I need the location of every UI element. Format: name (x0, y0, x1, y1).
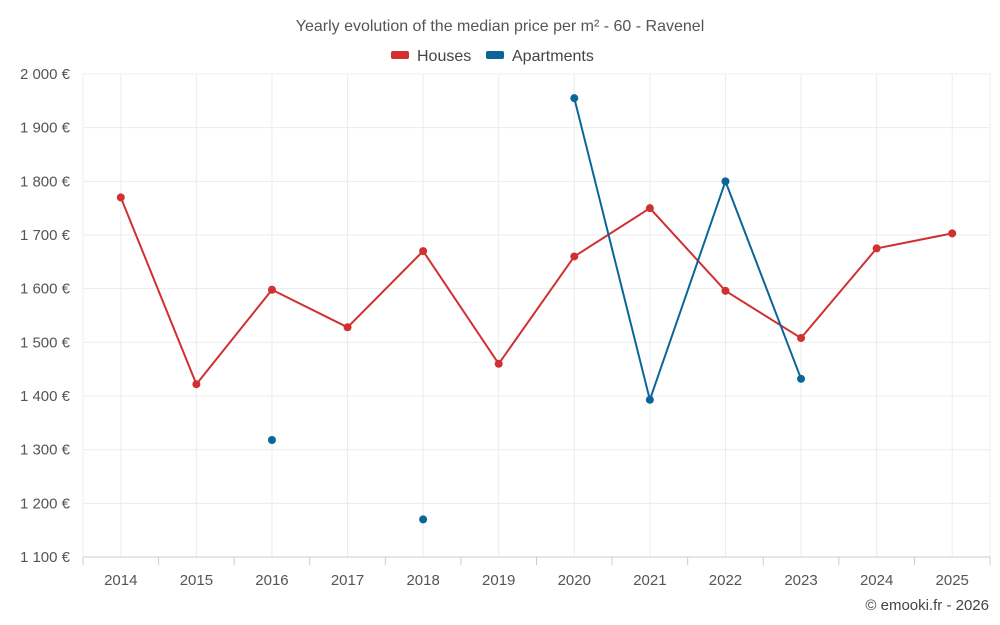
y-tick-label: 1 100 € (20, 549, 71, 566)
x-tick-label: 2015 (180, 572, 213, 589)
y-tick-label: 1 500 € (20, 334, 71, 351)
data-point-apartments[interactable] (570, 94, 579, 103)
x-tick-label: 2014 (104, 572, 137, 589)
x-tick-label: 2020 (558, 572, 591, 589)
y-axis: 1 100 € 1 200 € 1 300 € 1 400 € 1 500 € 1 600… (20, 66, 71, 566)
data-point-apartments[interactable] (419, 515, 428, 524)
data-point-houses[interactable] (721, 286, 730, 295)
data-point-houses[interactable] (645, 204, 654, 213)
series (116, 94, 957, 524)
y-tick-label: 1 800 € (20, 173, 71, 190)
x-tick-label: 2022 (709, 572, 742, 589)
data-point-houses[interactable] (872, 244, 881, 253)
legend-label-apartments[interactable]: Apartments (512, 48, 594, 65)
series-line-apartments (573, 97, 802, 401)
x-tick-label: 2024 (860, 572, 893, 589)
y-tick-label: 1 600 € (20, 281, 71, 298)
data-point-apartments[interactable] (797, 374, 806, 383)
data-point-houses[interactable] (570, 252, 579, 261)
series-line-houses (119, 197, 953, 386)
legend-swatch-houses[interactable] (391, 51, 409, 59)
x-tick-label: 2019 (482, 572, 515, 589)
y-tick-label: 1 700 € (20, 227, 71, 244)
y-tick-label: 2 000 € (20, 66, 71, 83)
data-point-houses[interactable] (267, 285, 276, 294)
x-tick-label: 2023 (784, 572, 817, 589)
x-axis: 2014 2015 2016 2017 2018 2019 2020 2021 2022 2023… (82, 556, 991, 589)
legend-label-houses[interactable]: Houses (417, 48, 471, 65)
x-tick-label: 2017 (331, 572, 364, 589)
data-point-apartments[interactable] (267, 436, 276, 445)
x-tick-label: 2025 (936, 572, 969, 589)
chart-title: Yearly evolution of the median price per… (296, 18, 705, 35)
grid (82, 73, 991, 557)
data-point-houses[interactable] (419, 247, 428, 256)
data-point-apartments[interactable] (721, 177, 730, 186)
data-point-houses[interactable] (948, 229, 957, 238)
x-tick-label: 2016 (255, 572, 288, 589)
y-tick-label: 1 400 € (20, 388, 71, 405)
x-tick-label: 2018 (406, 572, 439, 589)
x-tick-label: 2021 (633, 572, 666, 589)
y-tick-label: 1 300 € (20, 442, 71, 459)
y-tick-label: 1 200 € (20, 495, 71, 512)
data-point-apartments[interactable] (645, 395, 654, 404)
data-point-houses[interactable] (192, 380, 201, 389)
legend-swatch-apartments[interactable] (486, 51, 504, 59)
data-point-houses[interactable] (116, 193, 125, 202)
legend: Houses Apartments (391, 48, 594, 65)
data-point-houses[interactable] (494, 359, 503, 368)
data-point-houses[interactable] (343, 323, 352, 332)
y-tick-label: 1 900 € (20, 120, 71, 137)
credit-text: © emooki.fr - 2026 (865, 597, 989, 614)
data-point-houses[interactable] (797, 334, 806, 343)
